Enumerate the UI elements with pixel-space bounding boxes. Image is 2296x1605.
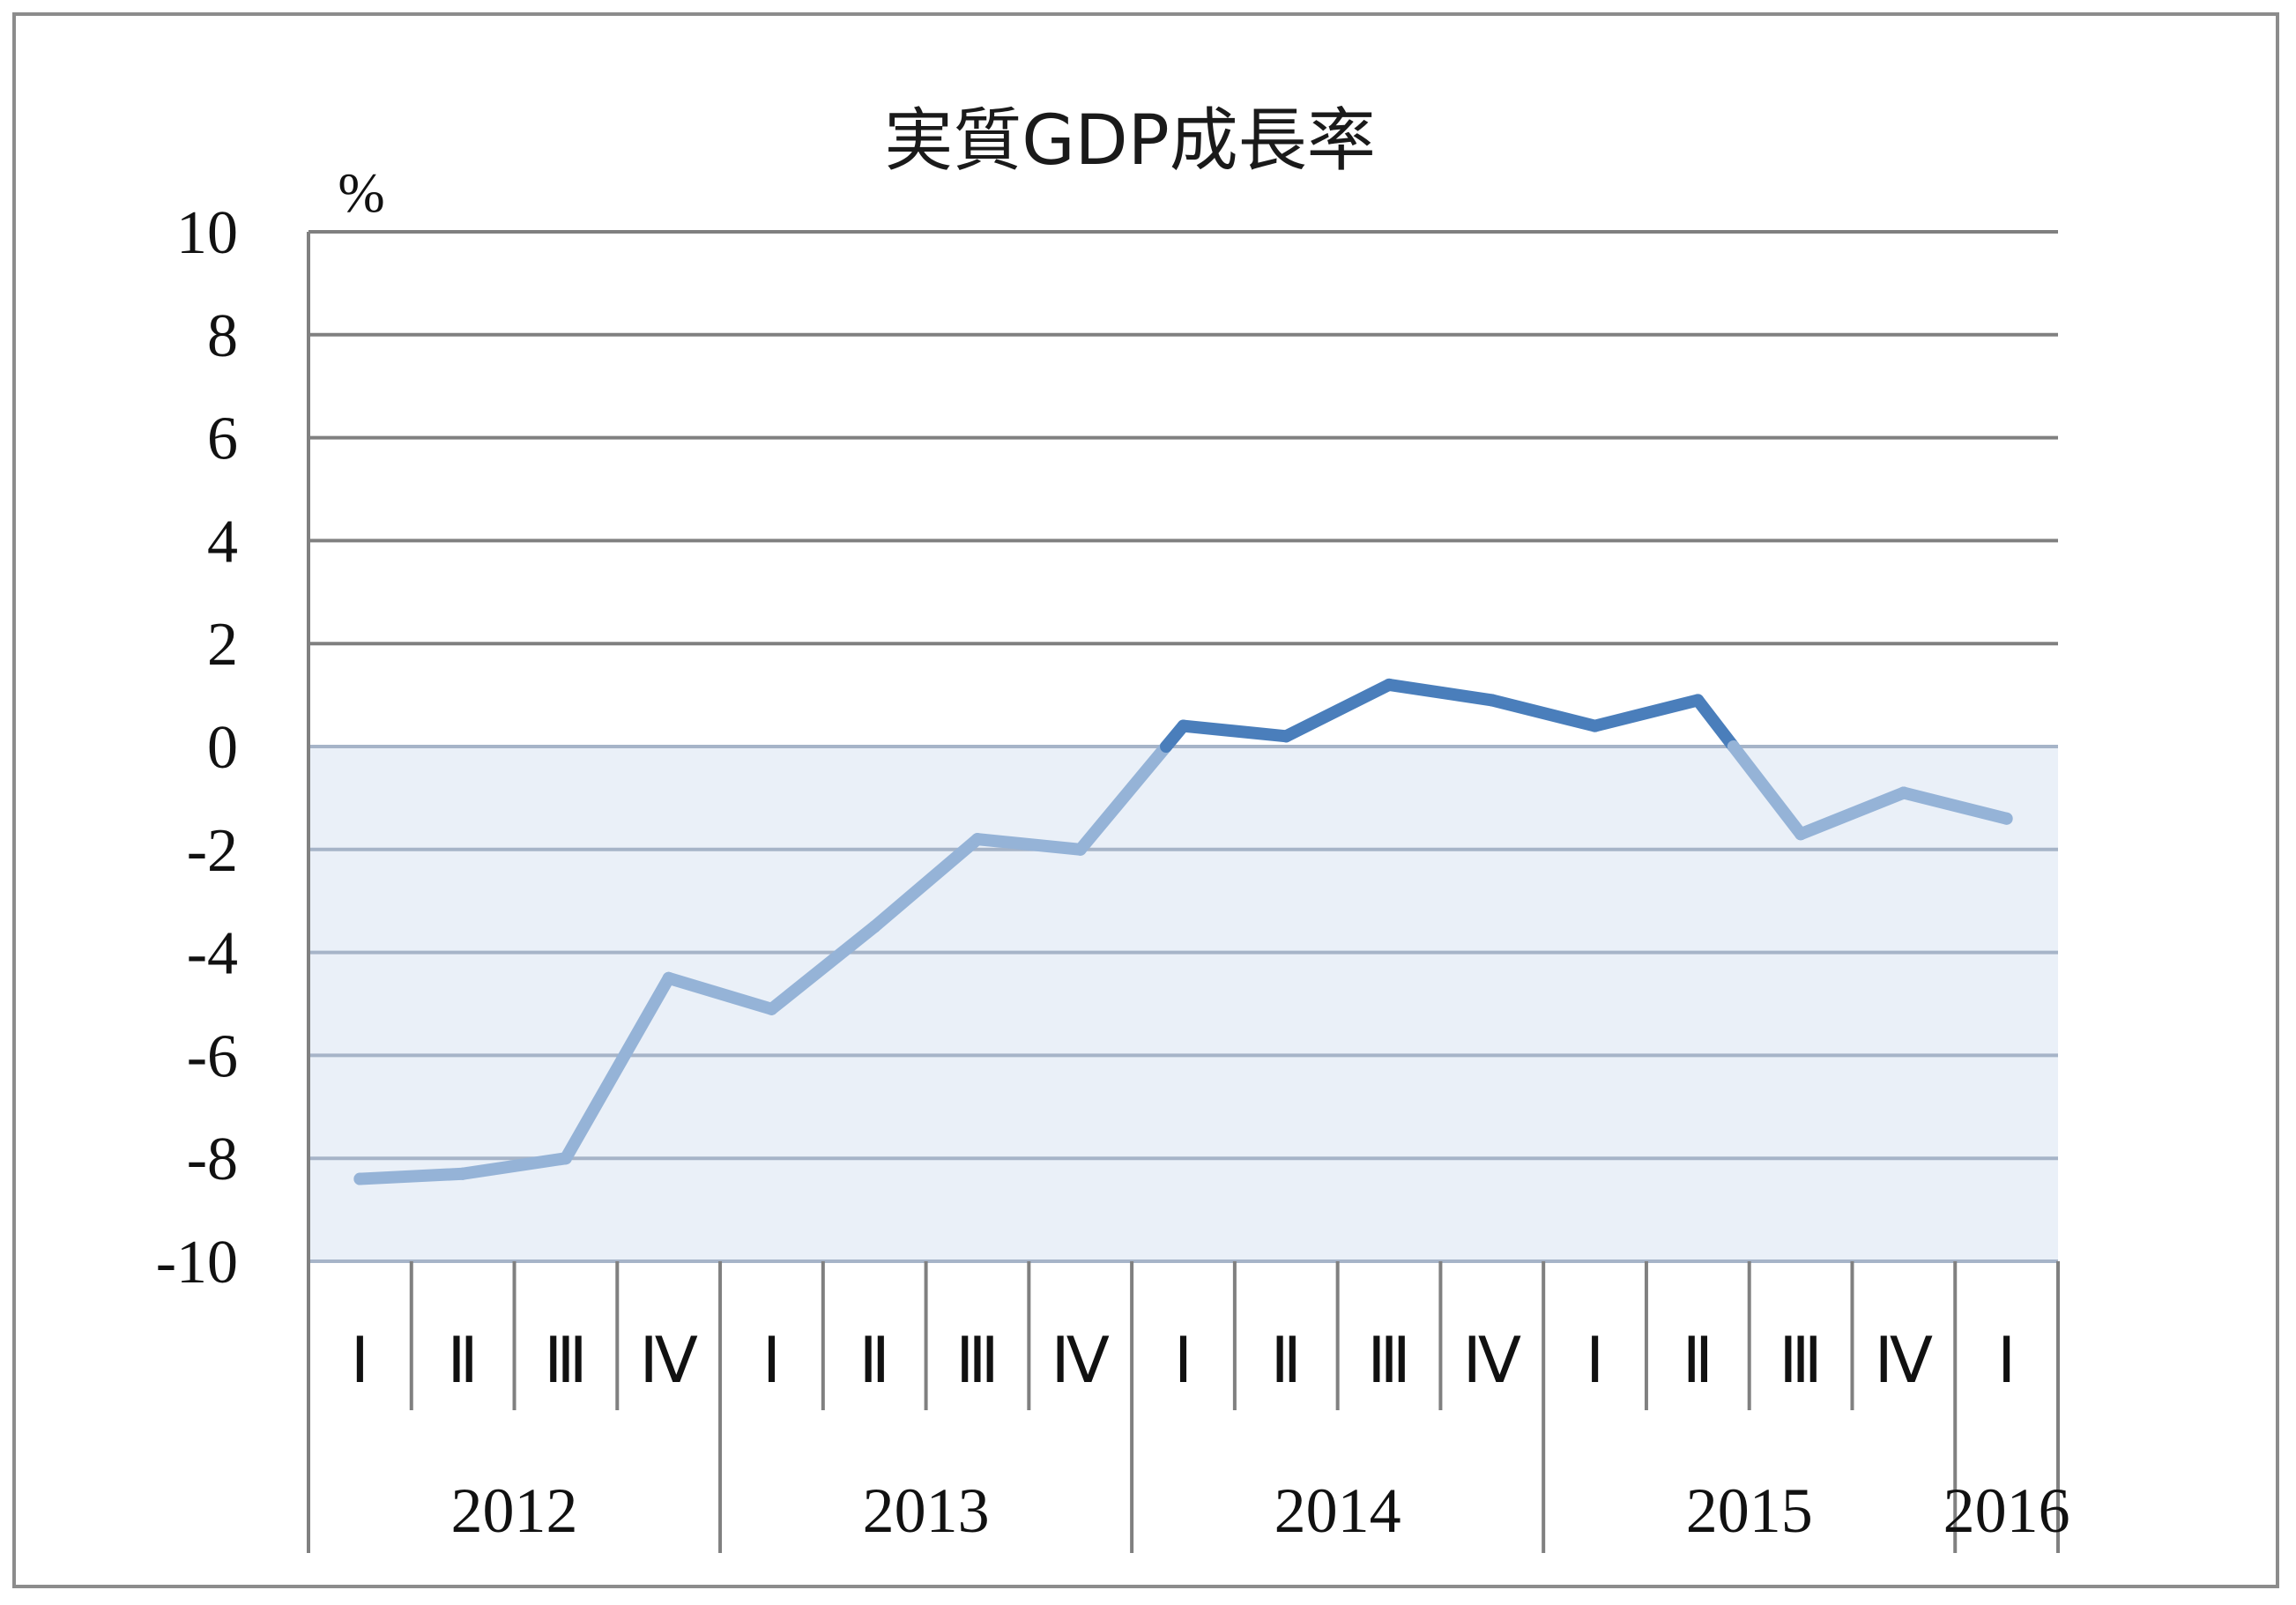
x-category-label: Ⅲ <box>1779 1326 1823 1396</box>
x-category-label: Ⅲ <box>955 1326 999 1396</box>
x-category-label: Ⅱ <box>1271 1326 1302 1396</box>
y-tick-label: 10 <box>176 199 238 267</box>
data-point <box>457 1167 470 1180</box>
data-point <box>1280 730 1293 743</box>
data-point <box>970 833 984 846</box>
y-tick-label: -8 <box>187 1126 238 1193</box>
y-tick-label: 4 <box>207 508 238 576</box>
data-point <box>2000 812 2013 825</box>
data-point <box>1897 786 1910 799</box>
series-segment-negative <box>765 920 881 1015</box>
series-segment-positive <box>1280 678 1396 743</box>
series-segment-negative <box>1074 740 1173 856</box>
data-point <box>559 1152 572 1165</box>
series-segment-positive <box>1485 694 1601 732</box>
y-tick-label: -4 <box>187 920 238 988</box>
y-tick-label: -2 <box>187 817 238 885</box>
series-segment-negative <box>353 1167 470 1185</box>
y-axis-unit-label: % <box>338 161 384 224</box>
x-year-label: 2016 <box>1943 1475 2070 1546</box>
x-category-label: Ⅰ <box>1174 1326 1193 1396</box>
data-point <box>1074 843 1087 856</box>
data-point <box>353 1172 367 1185</box>
y-tick-label: 2 <box>207 611 238 679</box>
data-point <box>1383 678 1396 691</box>
series-segment-negative <box>559 971 675 1165</box>
x-year-label: 2015 <box>1686 1475 1813 1546</box>
series-segment-negative <box>1897 786 2013 825</box>
x-category-label: Ⅳ <box>1875 1326 1933 1396</box>
x-year-label: 2013 <box>863 1475 990 1546</box>
series-segment-negative <box>457 1152 572 1180</box>
series-segment-negative <box>662 971 778 1015</box>
gridlines <box>308 230 2058 1263</box>
data-point <box>868 920 881 933</box>
x-category-label: Ⅱ <box>447 1326 478 1396</box>
y-tick-label: 6 <box>207 405 238 473</box>
y-tick-label: 8 <box>207 302 238 370</box>
x-category-label: Ⅰ <box>1997 1326 2016 1396</box>
x-category-label: Ⅰ <box>762 1326 781 1396</box>
series-segment-positive <box>1177 719 1293 743</box>
series-segment-negative <box>868 833 984 933</box>
data-point <box>1691 694 1705 707</box>
x-year-labels: 2012 2013 2014 2015 2016 <box>451 1475 2070 1546</box>
series-segment-negative <box>1727 740 1808 841</box>
series-segment-negative <box>970 833 1087 856</box>
axes <box>307 232 2060 1553</box>
x-category-label: Ⅳ <box>639 1326 697 1396</box>
data-point <box>662 971 675 985</box>
series-segment-positive <box>1383 678 1498 707</box>
y-tick-label: -10 <box>156 1229 238 1297</box>
y-tick-label: 0 <box>207 714 238 782</box>
series-lines <box>353 678 2013 1185</box>
negative-region-band <box>308 747 2058 1261</box>
series-segment-negative <box>1794 786 1910 841</box>
x-category-label: Ⅱ <box>1683 1326 1713 1396</box>
x-category-label: Ⅳ <box>1051 1326 1110 1396</box>
x-category-label: Ⅲ <box>1367 1326 1411 1396</box>
series-segment-positive <box>1691 694 1740 753</box>
y-tick-label: -6 <box>187 1022 238 1090</box>
data-point <box>1794 828 1808 841</box>
series-segment-positive <box>1588 694 1705 732</box>
x-category-label: Ⅲ <box>544 1326 588 1396</box>
x-year-label: 2014 <box>1274 1475 1401 1546</box>
x-year-label: 2012 <box>451 1475 578 1546</box>
data-point <box>1588 719 1601 732</box>
chart-title: 実質GDP成長率 <box>884 101 1376 181</box>
data-point <box>765 1002 778 1015</box>
y-tick-labels: 10 8 6 4 2 0 -2 -4 -6 -8 -10 <box>156 199 238 1297</box>
x-category-label: Ⅰ <box>351 1326 369 1396</box>
data-point <box>1177 719 1190 732</box>
data-point <box>1485 694 1498 707</box>
x-category-label: Ⅰ <box>1586 1326 1604 1396</box>
x-category-label: Ⅱ <box>858 1326 889 1396</box>
x-category-label: Ⅳ <box>1463 1326 1521 1396</box>
